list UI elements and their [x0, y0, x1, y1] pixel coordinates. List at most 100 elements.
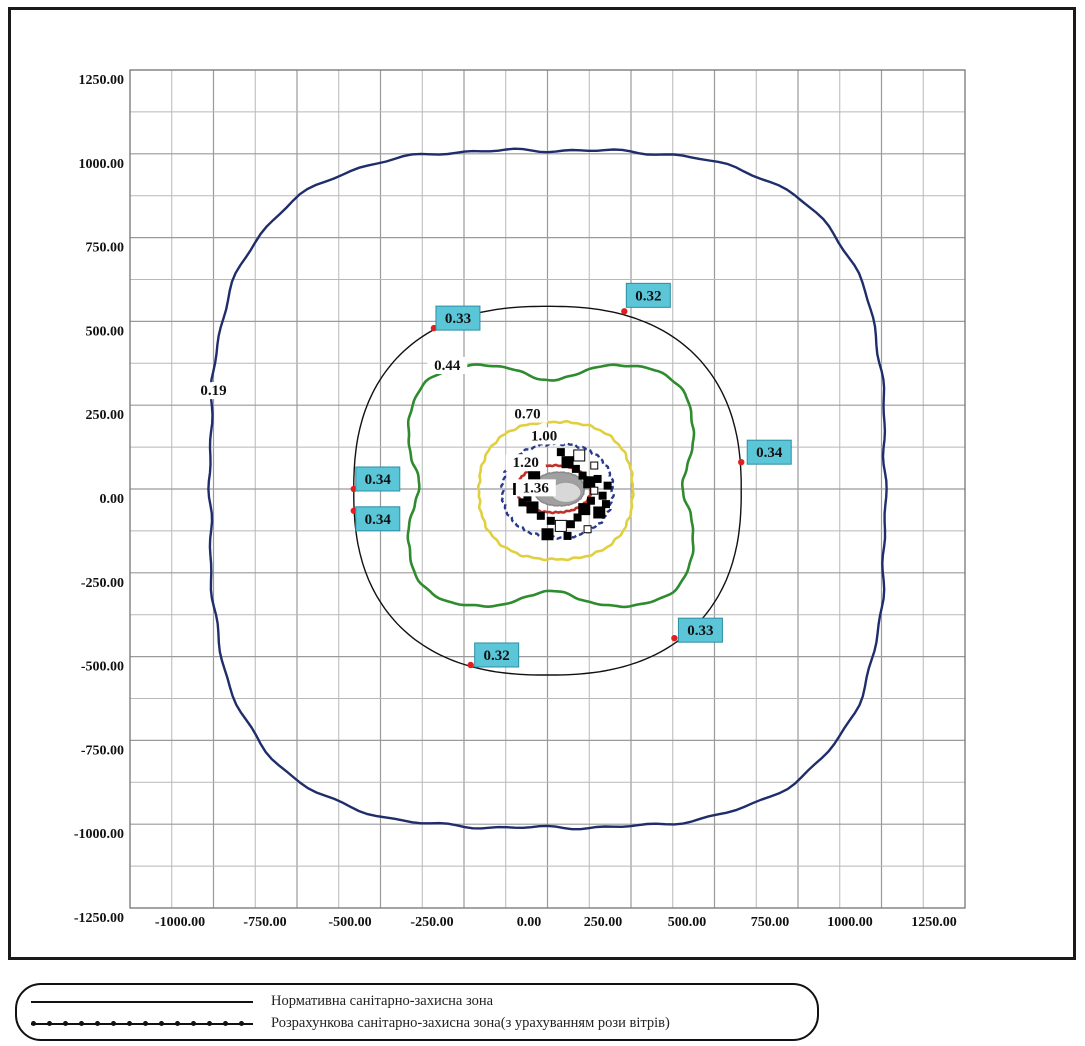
receptor-label-box [435, 305, 481, 331]
contour-label-bg [505, 454, 546, 472]
receptor-label-box [355, 466, 401, 492]
receptor-value: 0.32 [484, 648, 510, 664]
legend-dot [207, 1021, 212, 1026]
y-tick-label: -1000.00 [74, 827, 124, 842]
plot-border [129, 69, 966, 909]
emission-source-marker [593, 474, 602, 483]
legend-dot [63, 1021, 68, 1026]
contour-label-bg [507, 405, 548, 423]
emission-source-marker [554, 519, 567, 532]
grid [129, 69, 966, 909]
emission-source-marker [573, 513, 582, 522]
emission-source-marker [598, 491, 607, 500]
legend-dot [143, 1021, 148, 1026]
emission-source-marker [578, 503, 591, 516]
y-tick-label: -250.00 [81, 576, 124, 591]
y-tick-label: 0.00 [100, 492, 125, 507]
legend-normative-label: Нормативна санітарно-захисна зона [271, 993, 494, 1009]
receptor-label-box [746, 439, 792, 465]
x-tick-label: 1250.00 [911, 915, 957, 930]
legend-dot [223, 1021, 228, 1026]
y-tick-label: 500.00 [86, 324, 125, 339]
receptor-value: 0.34 [365, 472, 392, 488]
emission-source-marker [561, 456, 574, 469]
emission-source-marker [566, 520, 575, 529]
emission-source-marker [573, 449, 586, 462]
emission-source-marker [590, 486, 599, 495]
emission-source-marker [546, 516, 555, 525]
receptor-label-box [355, 506, 401, 532]
contour-label-bg [427, 357, 468, 375]
legend-dot [191, 1021, 196, 1026]
emission-source-marker [601, 500, 610, 509]
emission-source-marker [593, 506, 606, 519]
emission-sources [513, 448, 612, 541]
contour-chart: 1250.00 1000.00 750.00 500.00 250.00 0.00 -250… [74, 69, 966, 930]
contour-label-bg [524, 427, 565, 445]
y-tick-label: 750.00 [86, 241, 125, 256]
x-tick-label: 750.00 [751, 915, 790, 930]
contour-label: 1.36 [523, 480, 550, 496]
emission-source-marker [590, 461, 599, 470]
contour-label: 0.70 [514, 407, 540, 423]
receptor-value: 0.33 [687, 623, 713, 639]
y-tick-label: -750.00 [81, 743, 124, 758]
contour-0-19 [207, 147, 888, 831]
contour-0-70 [476, 419, 635, 562]
legend-dot [31, 1021, 36, 1026]
receptor-label-box [474, 642, 520, 668]
emission-source-marker [583, 525, 592, 534]
emission-source-marker [518, 498, 527, 507]
receptor-point [621, 308, 628, 315]
legend-dot [159, 1021, 164, 1026]
contour-label: 0.44 [434, 358, 461, 374]
emission-source-marker [541, 528, 554, 541]
legend-dot [239, 1021, 244, 1026]
x-tick-label: 500.00 [668, 915, 707, 930]
receptor-value: 0.34 [756, 445, 783, 461]
contour-label: 0.19 [200, 383, 226, 399]
legend-solid-line [31, 1001, 253, 1003]
x-tick-label: -750.00 [243, 915, 286, 930]
receptor-label-box [677, 617, 723, 643]
emission-source-marker [603, 481, 612, 490]
y-tick-label: -1250.00 [74, 911, 124, 926]
x-tick-label: -500.00 [328, 915, 371, 930]
legend-dot [47, 1021, 52, 1026]
legend-dotted-line [31, 1021, 253, 1026]
emission-source-marker [586, 496, 595, 505]
receptor-point [738, 458, 745, 466]
emission-source-marker [571, 464, 580, 473]
contour-label-bg [193, 382, 234, 400]
x-tick-label: -1000.00 [155, 915, 205, 930]
legend-dot [111, 1021, 116, 1026]
legend-dot [79, 1021, 84, 1026]
y-tick-label: 1250.00 [79, 73, 125, 88]
legend-dot [175, 1021, 180, 1026]
legend-row-normative: Нормативна санітарно-захисна зона [31, 992, 801, 1012]
legend-calculated-label: Розрахункова санітарно-захисна зона(з ур… [271, 1015, 670, 1031]
legend: Нормативна санітарно-захисна зона Розрах… [15, 983, 819, 1041]
contour-label-bg [515, 479, 556, 497]
contour-1-00 [500, 441, 615, 540]
emission-source-marker [578, 471, 587, 480]
receptor-value: 0.34 [365, 512, 392, 528]
labels: 1250.00 1000.00 750.00 500.00 250.00 0.00 -250… [74, 73, 957, 930]
chart-frame [8, 7, 1076, 960]
y-tick-label: 1000.00 [79, 157, 125, 172]
x-tick-label: 250.00 [584, 915, 623, 930]
emission-source-marker [556, 448, 565, 457]
emission-source-marker [583, 476, 596, 489]
receptor-point [671, 634, 678, 642]
receptor-value: 0.33 [445, 311, 471, 327]
receptor-point [467, 661, 474, 669]
contour-0-44 [406, 363, 696, 609]
emission-source-marker [563, 531, 572, 540]
contour-label: 1.20 [513, 455, 539, 471]
emission-source-marker [526, 501, 539, 514]
legend-dot [127, 1021, 132, 1026]
y-tick-label: -500.00 [81, 660, 124, 675]
x-tick-label: -250.00 [410, 915, 453, 930]
legend-row-calculated: Розрахункова санітарно-захисна зона(з ур… [31, 1014, 801, 1034]
emission-source-marker [536, 511, 545, 520]
